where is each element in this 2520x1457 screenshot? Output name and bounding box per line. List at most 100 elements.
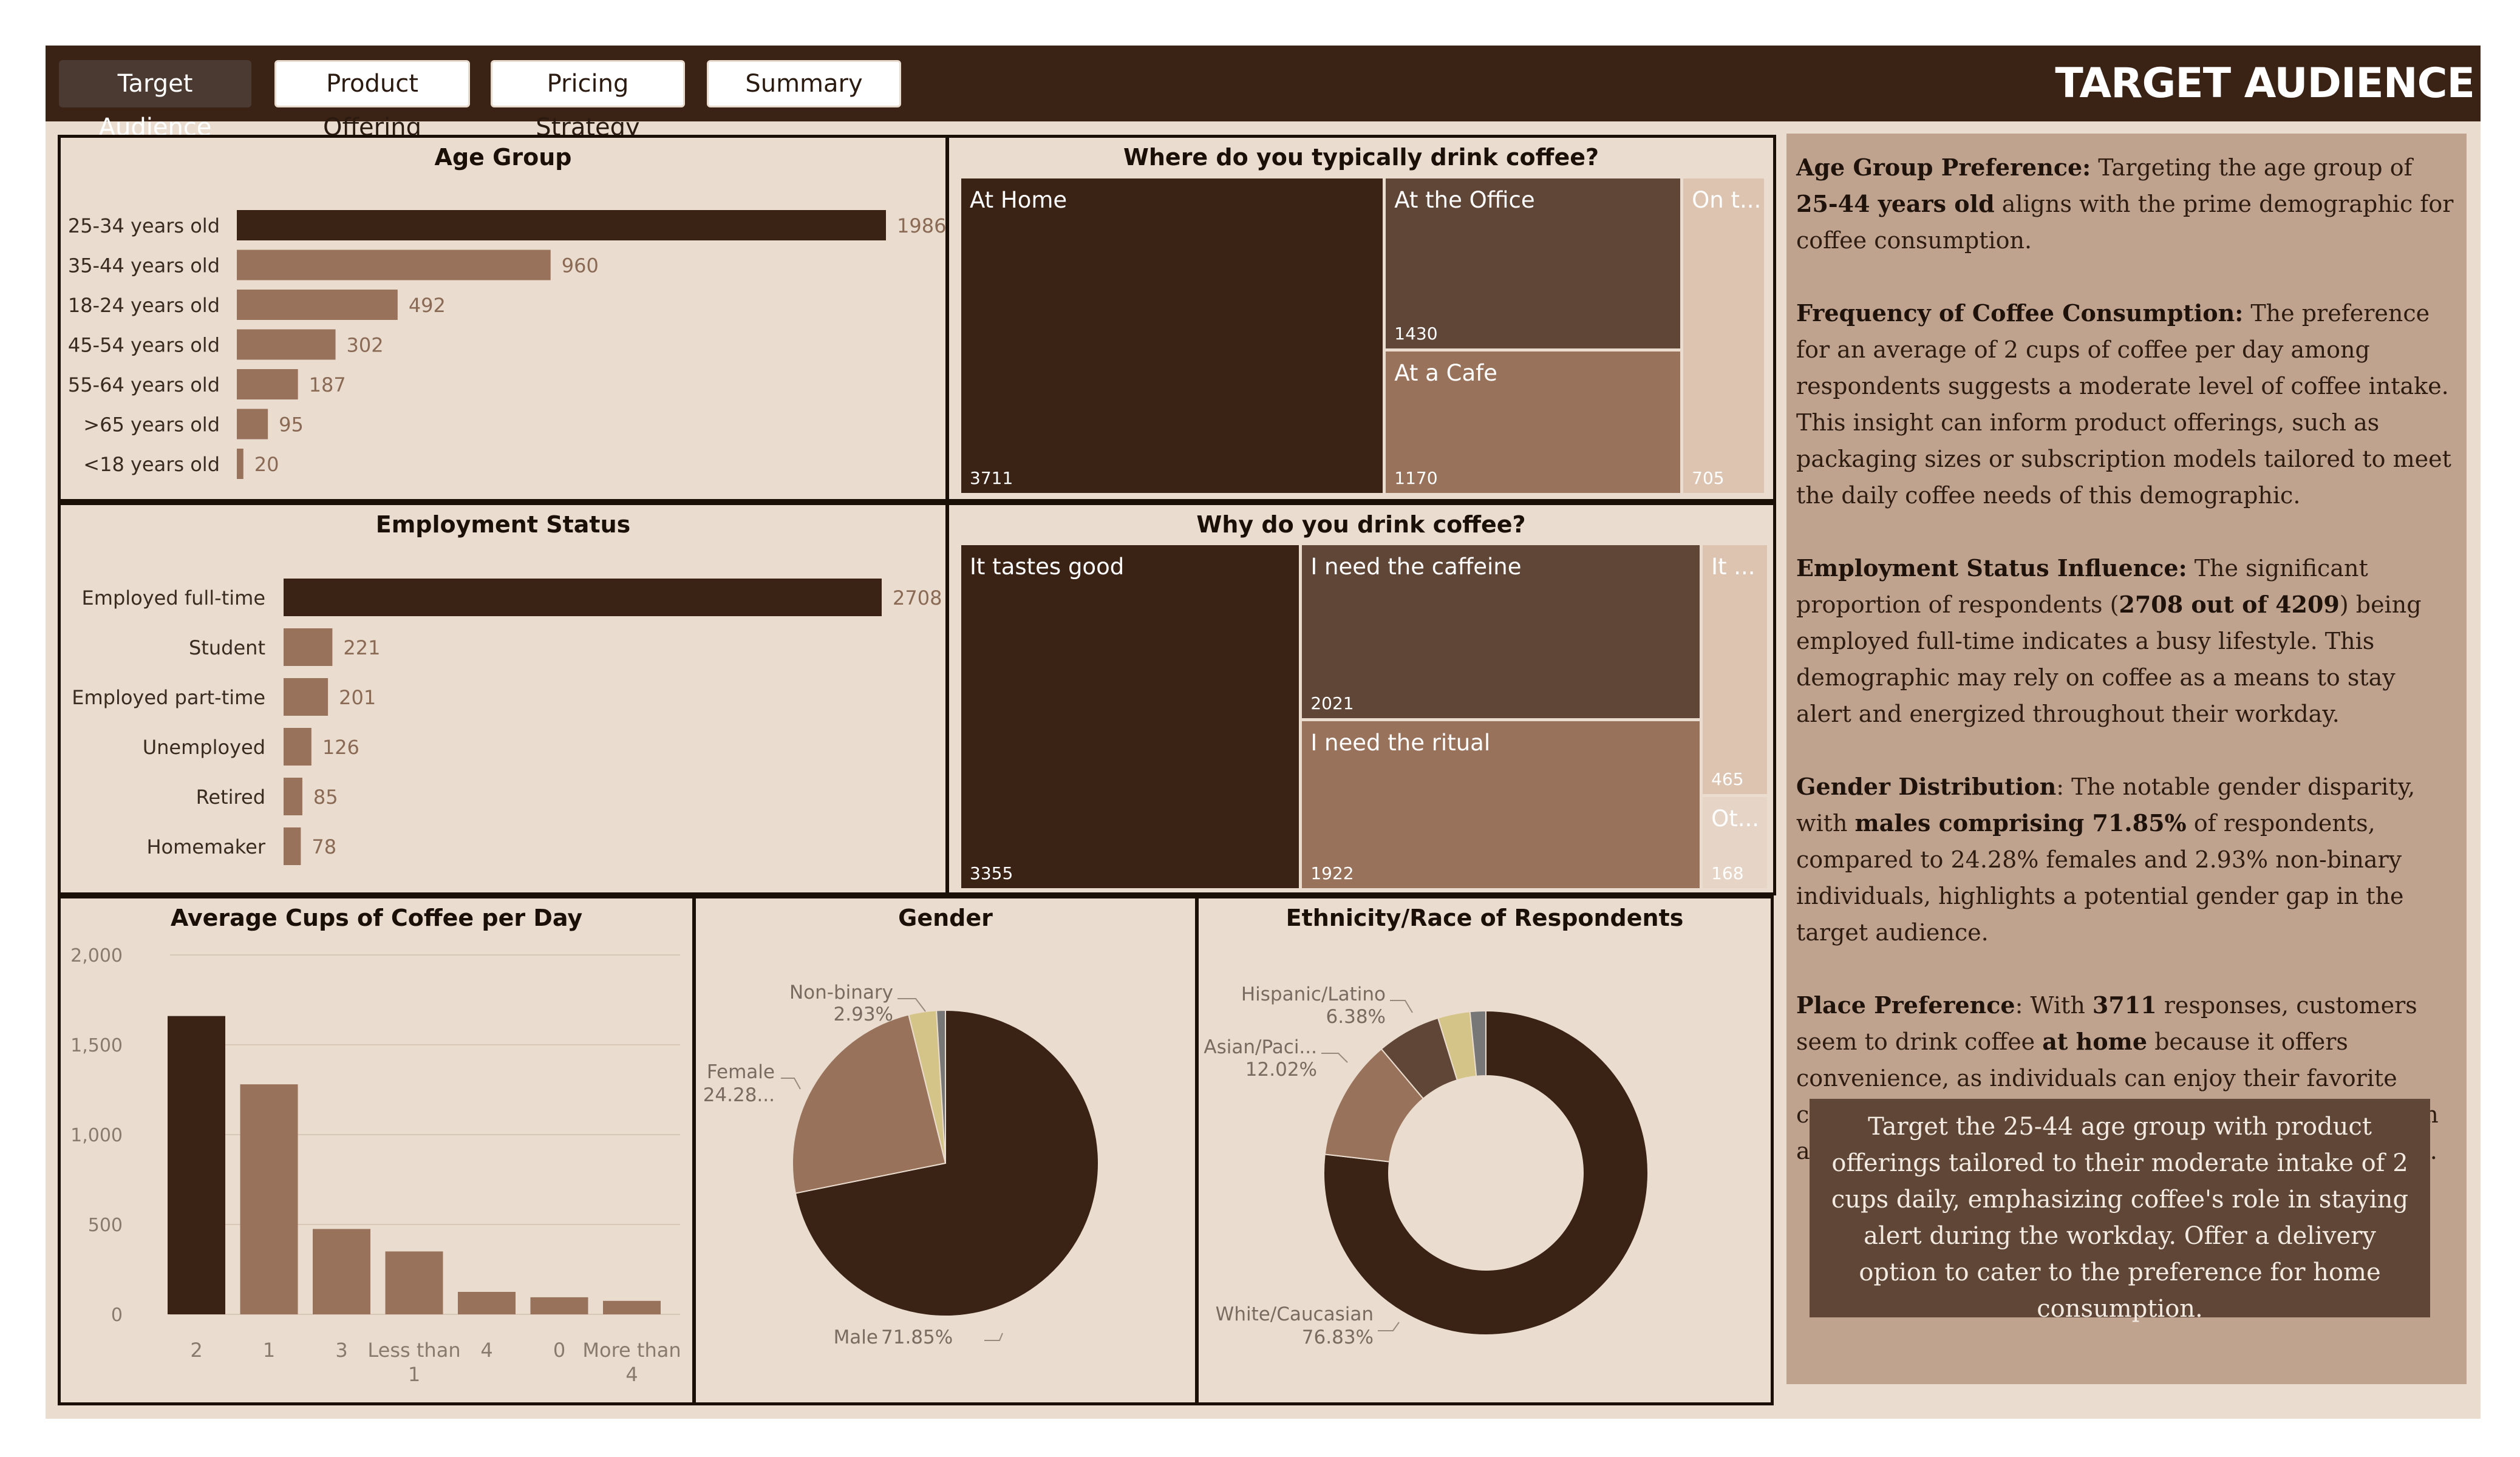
pie-slice [792,1014,947,1194]
donut-label: Asian/Paci... [1204,1036,1317,1058]
insight-text: The preference for an average of 2 cups … [1796,300,2451,509]
treemap-label: At Home [970,187,1068,213]
treemap-cell: At a Cafe 1170 [1386,351,1681,493]
bar [237,369,298,399]
treemap-cell: At Home 3711 [961,178,1383,493]
bar [530,1297,588,1314]
x-tick-label: 4 [480,1339,492,1362]
place-panel: Where do you typically drink coffee? At … [946,135,1776,502]
bar [313,1229,370,1314]
age-group-chart: 25-34 years old 1986 35-44 years old 960 18-… [68,210,945,479]
insight-emphasis: Employment Status Influence: [1796,554,2187,582]
tab-target-audience[interactable]: Target Audience [59,60,251,141]
donut-value-label: 76.83% [1302,1326,1374,1348]
tab-product-offering[interactable]: Product Offering [274,60,470,141]
bar [284,678,329,716]
reason-panel: Why do you drink coffee? It tastes good 3… [946,502,1776,895]
ethnicity-title: Ethnicity/Race of Respondents [1286,905,1684,931]
insight-emphasis: Place Preference [1796,991,2015,1019]
bar-value-label: 2708 [893,586,942,610]
insight-emphasis: Gender Distribution [1796,773,2057,800]
bar-value-label: 20 [254,453,279,476]
bar-value-label: 85 [313,786,338,809]
insight-text: Targeting the age group of [2091,154,2413,181]
pie-label: Male [834,1326,878,1348]
pie-value-label: 24.28... [703,1084,775,1106]
leader-line [1321,1053,1348,1063]
treemap-cell: I need the caffeine 2021 [1302,545,1700,718]
pie-label: Non-binary [789,982,893,1004]
tab-summary[interactable]: Summary [707,60,901,107]
leader-line [984,1333,1003,1341]
page-title: TARGET AUDIENCE [2055,59,2475,107]
treemap-value: 465 [1711,769,1744,790]
treemap-value: 1170 [1394,467,1438,488]
reason-title: Why do you drink coffee? [1196,511,1526,538]
x-tick-label: Less than 1 [367,1339,460,1386]
bar-value-label: 1986 [897,214,945,237]
insight-emphasis: Age Group Preference: [1796,154,2091,181]
insight-text: aligns with the prime demographic for co… [1796,191,2454,254]
tab-pricing-strategy[interactable]: Pricing Strategy [491,60,685,141]
bar-value-label: 201 [339,686,376,709]
pie-value-label: 71.85% [881,1326,953,1348]
bar [240,1084,298,1314]
treemap-label: At a Cafe [1394,359,1497,386]
bar-value-label: 187 [309,373,346,396]
bar-category-label: >65 years old [83,413,220,436]
bar-value-label: 221 [343,636,380,659]
bar-value-label: 126 [322,736,359,759]
donut-label: White/Caucasian [1216,1303,1374,1325]
bar [385,1251,443,1314]
treemap-cell: On t... 705 [1683,178,1764,493]
bar-category-label: Retired [196,786,265,809]
leader-line [781,1078,801,1090]
bar [603,1300,661,1314]
insight-emphasis: Frequency of Coffee Consumption: [1796,299,2244,327]
leader-line [897,998,926,1012]
place-title: Where do you typically drink coffee? [1123,144,1599,171]
bar [284,827,301,865]
treemap-label: I need the ritual [1310,729,1491,756]
treemap-value: 3355 [970,863,1013,883]
treemap-value: 705 [1692,468,1725,488]
insight-paragraph: Age Group Preference: Targeting the age … [1796,149,2457,259]
insight-text: ) being employed full-time indicates a b… [1796,591,2422,727]
treemap-value: 168 [1711,863,1744,883]
leader-line [1378,1322,1400,1331]
bar [284,579,882,616]
insight-paragraph: Employment Status Influence: The signifi… [1796,550,2457,732]
insight-emphasis: 3711 [2092,991,2157,1019]
treemap-cell: It ... 465 [1703,545,1767,795]
place-treemap: At Home 3711 At the Office 1430 At a Cafe 117… [961,178,1764,493]
gender-panel: Gender Male 71.85% Female 24.28... Non-binar… [693,895,1198,1405]
cups-chart: 0 500 1,000 1,500 2,000 2 1 3 Less than 1 4 0 More t… [70,945,681,1386]
bar-value-label: 95 [279,413,304,436]
employment-title: Employment Status [375,511,631,538]
employment-chart: Employed full-time 2708 Student 221 Employed… [72,579,942,865]
x-tick-label: 0 [553,1339,565,1362]
bar-category-label: Unemployed [143,736,265,759]
bar-category-label: <18 years old [83,453,220,476]
treemap-cell: Ot... 168 [1703,797,1767,888]
bar-category-label: 18-24 years old [68,294,220,317]
x-tick-label: 3 [335,1339,347,1362]
x-tick-label: 1 [263,1339,275,1362]
bar-category-label: Employed part-time [72,686,265,709]
bar [237,290,398,320]
treemap-value: 1430 [1394,323,1438,344]
treemap-label: Ot... [1711,806,1759,832]
pie-label: Female [707,1061,775,1083]
y-tick-label: 0 [111,1305,123,1326]
pie-slice [936,1009,946,1164]
treemap-label: At the Office [1394,187,1535,213]
donut-value-label: 6.38% [1326,1006,1386,1028]
recommendation-callout: Target the 25-44 age group with product … [1810,1099,2430,1323]
treemap-label: It ... [1711,554,1755,580]
treemap-value: 1922 [1310,863,1354,883]
treemap-cell: I need the ritual 1922 [1302,721,1700,888]
insight-text: : The notable gender disparity, with [1796,773,2416,837]
employment-panel: Employment Status Employed full-time 2708… [58,502,948,895]
